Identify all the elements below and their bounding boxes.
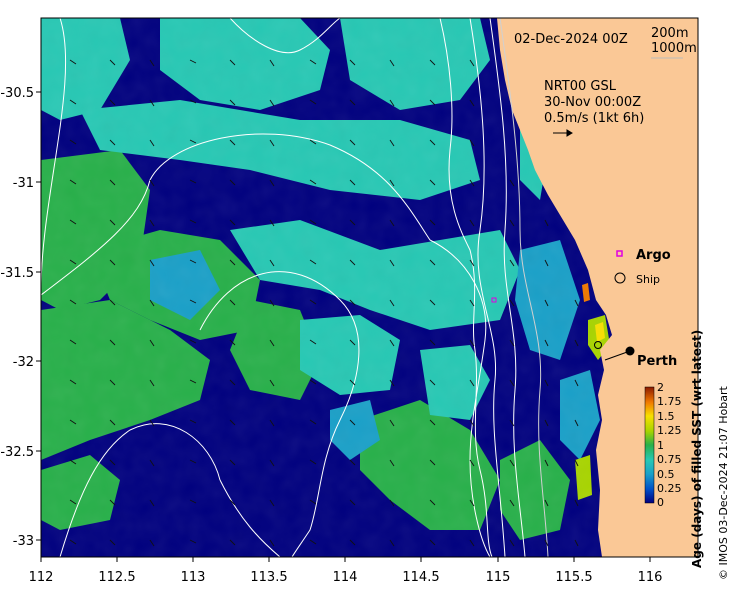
map-panel: 02-Dec-2024 00Z 200m 1000m NRT00 GSL 30-… [41, 18, 698, 557]
argo-label: Argo [636, 248, 671, 263]
x-tick-112-5: 112.5 [98, 570, 135, 585]
y-tick-31-5: -31.5 [0, 266, 34, 281]
y-axis: -30.5 -31 -31.5 -32 -32.5 -33 [0, 86, 41, 549]
argo-marker-icon [616, 250, 623, 257]
date-label: 02-Dec-2024 00Z [514, 32, 628, 47]
perth-marker: Perth [604, 346, 677, 369]
x-tick-112: 112 [29, 570, 54, 585]
x-tick-113: 113 [181, 570, 206, 585]
depth-legend-1000m: 1000m [651, 41, 697, 56]
current-time-label: 30-Nov 00:00Z [544, 95, 641, 110]
x-tick-115: 115 [486, 570, 511, 585]
current-source-label: NRT00 GSL [544, 79, 617, 94]
colorbar: 2 1.75 1.5 1.25 1 0.75 0.5 0.25 0 [644, 381, 682, 509]
y-tick-32: -32 [13, 355, 34, 370]
ship-marker-icon [614, 272, 626, 284]
colorbar-title: Age (days) of filled SST (wrt latest) [690, 330, 704, 568]
colorbar-tick-1-5: 1.5 [657, 410, 675, 423]
y-tick-32-5: -32.5 [0, 445, 34, 460]
colorbar-tick-0-75: 0.75 [657, 453, 682, 466]
x-axis: 112 112.5 113 113.5 114 114.5 115 115.5 … [29, 557, 663, 585]
colorbar-tick-2: 2 [657, 381, 664, 394]
argo-float-icon [491, 297, 497, 303]
current-scale-arrow-icon [553, 129, 573, 137]
colorbar-gradient [644, 386, 655, 504]
x-tick-113-5: 113.5 [250, 570, 287, 585]
colorbar-tick-1-25: 1.25 [657, 424, 682, 437]
x-tick-116: 116 [638, 570, 663, 585]
perth-label: Perth [637, 354, 677, 369]
argo-legend: Argo [616, 248, 671, 263]
map-border [40, 17, 699, 558]
x-tick-114: 114 [333, 570, 358, 585]
colorbar-tick-1: 1 [657, 439, 664, 452]
colorbar-tick-0-5: 0.5 [657, 468, 675, 481]
depth-legend-200m: 200m [651, 26, 688, 41]
colorbar-tick-0-25: 0.25 [657, 482, 682, 495]
current-scale-label: 0.5m/s (1kt 6h) [544, 111, 644, 126]
y-tick-30-5: -30.5 [0, 86, 34, 101]
colorbar-tick-1-75: 1.75 [657, 395, 682, 408]
colorbar-tick-0: 0 [657, 496, 664, 509]
current-vectors [69, 59, 579, 547]
ship-legend: Ship [614, 272, 660, 286]
credit-text: © IMOS 03-Dec-2024 21:07 Hobart [717, 385, 730, 580]
ship-position-icon [594, 341, 602, 349]
y-tick-33: -33 [13, 534, 34, 549]
ship-label: Ship [636, 273, 660, 286]
x-tick-114-5: 114.5 [402, 570, 439, 585]
x-tick-115-5: 115.5 [555, 570, 592, 585]
y-tick-31: -31 [13, 176, 34, 191]
